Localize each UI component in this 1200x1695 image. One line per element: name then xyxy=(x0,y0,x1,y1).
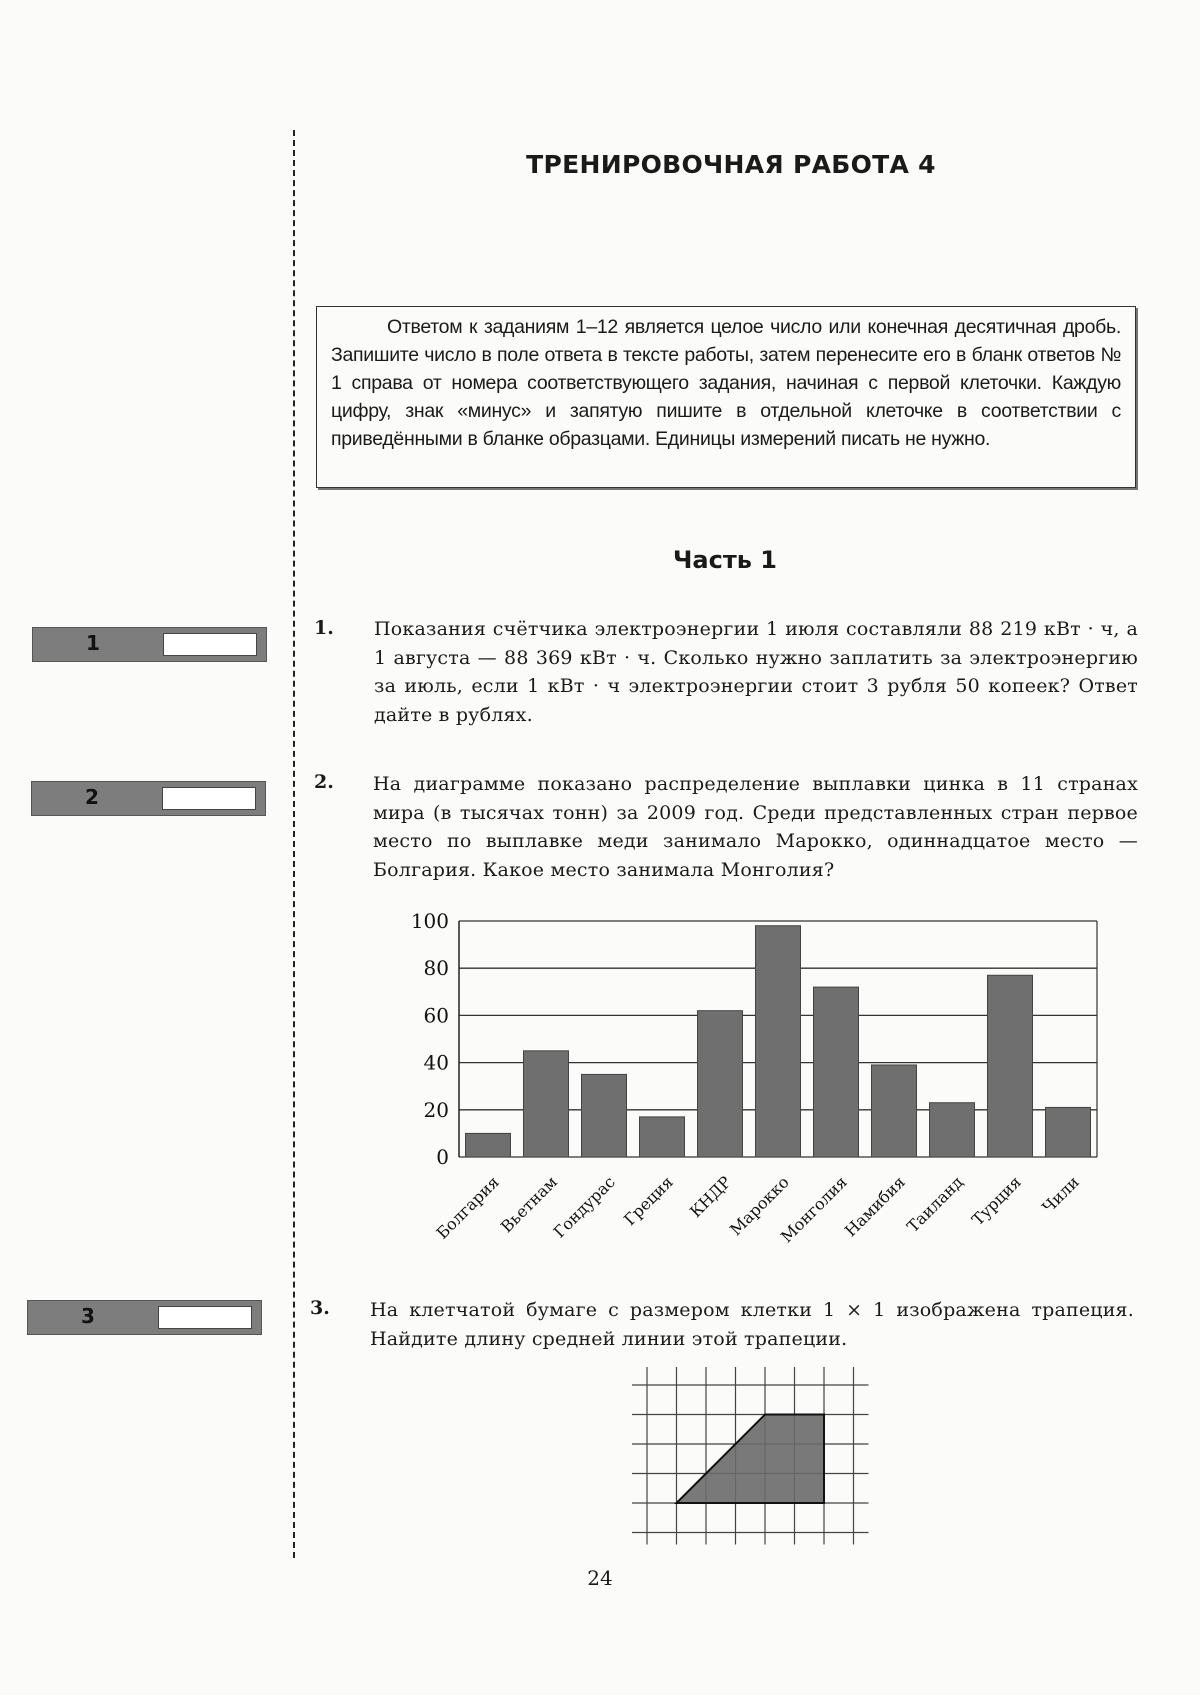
bar-Таиланд xyxy=(929,1102,975,1158)
x-tick-label: Намибия xyxy=(841,1172,909,1240)
bar-Вьетнам xyxy=(523,1050,569,1158)
answer-box-1[interactable]: 1 xyxy=(32,627,267,662)
page-title: ТРЕНИРОВОЧНАЯ РАБОТА 4 xyxy=(526,150,936,179)
task-number: 3. xyxy=(310,1297,330,1319)
y-tick-label: 60 xyxy=(424,1003,449,1027)
bar-Гондурас xyxy=(581,1073,627,1158)
trapezoid-grid-figure xyxy=(632,1367,869,1545)
y-tick-label: 80 xyxy=(424,956,449,980)
trapezoid xyxy=(674,1413,825,1504)
answer-box-label: 1 xyxy=(86,631,100,655)
x-tick-label: Гондурас xyxy=(550,1172,619,1241)
bar-Турция xyxy=(987,974,1033,1158)
answer-box-2[interactable]: 2 xyxy=(31,781,266,816)
bar-Монголия xyxy=(813,986,859,1158)
instructions-box: Ответом к заданиям 1–12 является целое ч… xyxy=(316,306,1136,488)
part-title: Часть 1 xyxy=(673,546,777,574)
task-number: 1. xyxy=(314,617,334,639)
page-number: 24 xyxy=(587,1566,613,1590)
x-tick-label: Турция xyxy=(968,1172,1025,1229)
task-text: На клетчатой бумаге с размером клетки 1 … xyxy=(370,1299,1134,1350)
task-text: На диаграмме показано распределение выпл… xyxy=(373,773,1138,881)
x-tick-label: Болгария xyxy=(432,1172,502,1242)
task-text: Показания счётчика электроэнергии 1 июля… xyxy=(374,618,1138,726)
y-tick-label: 0 xyxy=(436,1145,449,1169)
x-tick-label: Греция xyxy=(620,1172,677,1229)
answer-box-label: 2 xyxy=(85,785,99,809)
task-number: 2. xyxy=(314,771,334,793)
y-tick-label: 20 xyxy=(424,1098,449,1122)
x-tick-label: Таиланд xyxy=(903,1172,967,1236)
y-tick-label: 40 xyxy=(424,1051,449,1075)
bar-Марокко xyxy=(755,925,801,1158)
bar-Греция xyxy=(639,1116,685,1158)
bar-КНДР xyxy=(697,1010,743,1158)
answer-field[interactable] xyxy=(158,1306,252,1329)
x-tick-label: Чили xyxy=(1038,1172,1082,1216)
cut-line xyxy=(293,130,295,1558)
answer-box-label: 3 xyxy=(81,1304,95,1328)
bar-Намибия xyxy=(871,1064,917,1158)
bar-Болгария xyxy=(465,1132,511,1158)
answer-box-3[interactable]: 3 xyxy=(27,1300,262,1335)
answer-field[interactable] xyxy=(163,633,257,656)
bar-Чили xyxy=(1045,1106,1091,1158)
answer-field[interactable] xyxy=(162,787,256,810)
y-tick-label: 100 xyxy=(411,909,449,933)
x-tick-label: КНДР xyxy=(686,1172,735,1221)
